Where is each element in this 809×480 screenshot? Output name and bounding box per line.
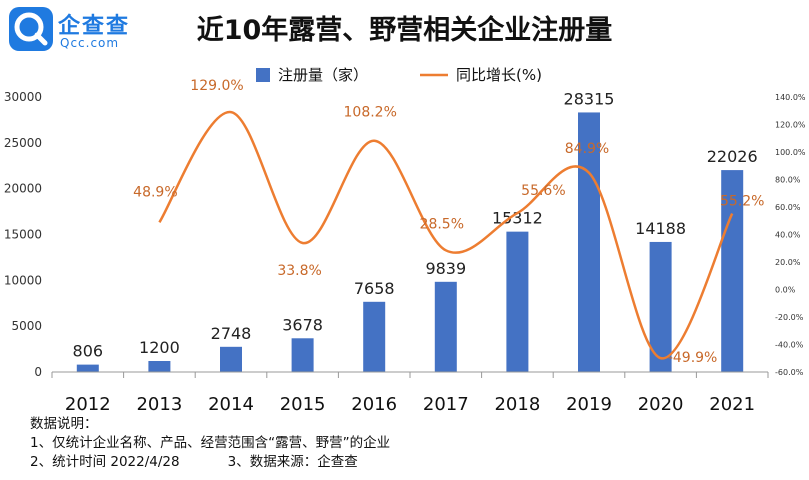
x-tick-label: 2017 <box>423 394 469 415</box>
bar <box>578 112 600 372</box>
x-tick-label: 2021 <box>709 394 755 415</box>
data-notes: 数据说明： 1、仅统计企业名称、产品、经营范围含“露营、野营”的企业 2、统计时… <box>30 415 390 472</box>
growth-value-label: 55.2% <box>720 194 764 210</box>
bar <box>434 281 457 372</box>
company-logo: 企查查 Qcc.com <box>8 6 138 56</box>
bar <box>721 170 744 372</box>
bar-value-label: 2748 <box>211 324 252 343</box>
bar <box>291 338 314 372</box>
bar-value-label: 22026 <box>707 147 758 166</box>
growth-value-label: 28.5% <box>420 216 464 232</box>
notes-source: 3、数据来源：企查查 <box>227 454 358 470</box>
legend-bar-label: 注册量（家） <box>278 66 368 84</box>
bar <box>506 231 529 372</box>
bar-value-label: 28315 <box>564 89 615 108</box>
y-right-tick-label: 120.0% <box>775 121 806 130</box>
bar-value-label: 806 <box>73 342 104 361</box>
chart-title: 近10年露营、野营相关企业注册量 <box>196 15 613 46</box>
bar <box>649 241 672 372</box>
y-right-tick-label: -20.0% <box>775 313 804 322</box>
growth-value-label: -49.9% <box>668 350 718 366</box>
x-tick-label: 2015 <box>280 394 326 415</box>
x-tick-label: 2019 <box>566 394 612 415</box>
notes-heading: 数据说明： <box>30 416 98 432</box>
x-tick-label: 2014 <box>208 394 254 415</box>
y-left-tick-label: 10000 <box>4 273 42 287</box>
y-left-tick-label: 0 <box>34 365 42 379</box>
bar <box>363 301 386 372</box>
growth-value-label: 48.9% <box>133 184 177 200</box>
bar-value-label: 1200 <box>139 338 180 357</box>
growth-value-label: 33.8% <box>277 263 321 279</box>
y-left-tick-label: 30000 <box>4 90 42 104</box>
qcc-logo-icon <box>9 7 53 51</box>
y-right-tick-label: 0.0% <box>775 286 796 295</box>
x-tick-label: 2020 <box>638 394 684 415</box>
growth-value-label: 108.2% <box>344 105 397 121</box>
x-tick-label: 2018 <box>494 394 540 415</box>
bar-value-label: 14188 <box>635 219 686 238</box>
growth-value-label: 55.6% <box>521 183 565 199</box>
bar <box>148 361 171 372</box>
bar-value-label: 7658 <box>354 279 395 298</box>
x-tick-label: 2012 <box>65 394 111 415</box>
growth-value-label: 129.0% <box>190 78 243 94</box>
notes-stat-time: 2、统计时间 2022/4/28 <box>30 454 180 470</box>
y-right-tick-label: -40.0% <box>775 341 804 350</box>
y-left-tick-label: 20000 <box>4 182 42 196</box>
y-left-tick-label: 25000 <box>4 136 42 150</box>
y-right-tick-label: -60.0% <box>775 368 804 377</box>
x-tick-label: 2016 <box>351 394 397 415</box>
bar <box>76 364 99 372</box>
y-right-tick-label: 40.0% <box>775 231 801 240</box>
logo-text-cn: 企查查 <box>58 14 131 39</box>
bar-value-label: 3678 <box>282 315 323 334</box>
y-right-tick-label: 60.0% <box>775 203 801 212</box>
bar-value-label: 9839 <box>425 259 466 278</box>
legend-bar-swatch <box>256 68 270 82</box>
growth-line <box>158 110 734 360</box>
y-right-tick-label: 140.0% <box>775 93 806 102</box>
x-tick-label: 2013 <box>136 394 182 415</box>
y-left-tick-label: 5000 <box>11 319 42 333</box>
y-right-tick-label: 100.0% <box>775 148 806 157</box>
legend-line-label: 同比增长(%) <box>456 66 542 84</box>
notes-line-2: 2、统计时间 2022/4/28 3、数据来源：企查查 <box>30 453 390 472</box>
growth-value-label: 84.9% <box>565 141 609 157</box>
logo-text-en: Qcc.com <box>60 36 120 50</box>
notes-line-1: 1、仅统计企业名称、产品、经营范围含“露营、野营”的企业 <box>30 435 391 451</box>
y-left-tick-label: 15000 <box>4 228 42 242</box>
bar <box>220 346 242 372</box>
y-right-tick-label: 20.0% <box>775 258 801 267</box>
y-right-tick-label: 80.0% <box>775 176 801 185</box>
